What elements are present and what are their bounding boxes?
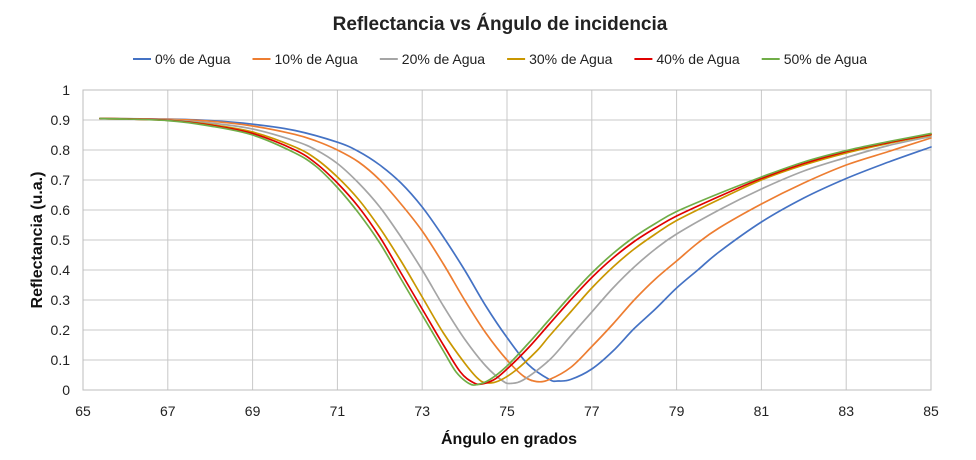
legend-label-0: 0% de Agua <box>155 51 231 67</box>
x-tick-label-9: 83 <box>838 403 854 419</box>
legend-label-5: 50% de Agua <box>784 51 868 67</box>
series-line-4 <box>99 117 932 386</box>
plot-frame <box>82 89 932 391</box>
legend: 0% de Agua 10% de Agua 20% de Agua 30% de A… <box>133 51 867 67</box>
series-line-2 <box>99 117 932 385</box>
chart-title: Reflectancia vs Ángulo de incidencia <box>333 13 668 35</box>
x-tick-label-5: 75 <box>499 403 515 419</box>
x-tick-label-3: 71 <box>330 403 346 419</box>
x-axis-ticks: 65 67 69 71 73 75 77 79 81 83 85 <box>75 403 939 419</box>
legend-label-1: 10% de Agua <box>275 51 359 67</box>
x-axis-label: Ángulo en grados <box>441 429 577 448</box>
y-tick-label-5: 0.5 <box>51 232 71 248</box>
legend-label-3: 30% de Agua <box>529 51 613 67</box>
legend-item-5: 50% de Agua <box>761 51 868 67</box>
x-tick-label-6: 77 <box>584 403 600 419</box>
y-tick-label-2: 0.2 <box>51 322 71 338</box>
legend-item-4: 40% de Agua <box>634 51 740 67</box>
series-line-0 <box>99 117 932 383</box>
series-line-3 <box>99 117 932 384</box>
grid <box>82 89 932 391</box>
x-tick-label-2: 69 <box>245 403 261 419</box>
legend-item-3: 30% de Agua <box>507 51 613 67</box>
series-line-1 <box>99 117 932 383</box>
legend-item-0: 0% de Agua <box>133 51 231 67</box>
y-tick-label-8: 0.8 <box>51 142 71 158</box>
y-axis-ticks: 0 0.1 0.2 0.3 0.4 0.5 0.6 0.7 0.8 0.9 1 <box>51 82 71 398</box>
x-tick-label-8: 81 <box>754 403 770 419</box>
x-tick-label-7: 79 <box>669 403 685 419</box>
legend-label-2: 20% de Agua <box>402 51 486 67</box>
y-axis-label: Reflectancia (u.a.) <box>29 172 46 309</box>
y-tick-label-4: 0.4 <box>51 262 71 278</box>
y-tick-label-0: 0 <box>62 382 70 398</box>
x-tick-label-1: 67 <box>160 403 176 419</box>
y-tick-label-10: 1 <box>62 82 70 98</box>
x-tick-label-10: 85 <box>923 403 939 419</box>
y-tick-label-1: 0.1 <box>51 352 71 368</box>
y-tick-label-6: 0.6 <box>51 202 71 218</box>
series-layer <box>99 117 932 386</box>
legend-label-4: 40% de Agua <box>656 51 740 67</box>
legend-item-2: 20% de Agua <box>379 51 486 67</box>
y-tick-label-7: 0.7 <box>51 172 71 188</box>
y-tick-label-9: 0.9 <box>51 112 71 128</box>
series-line-5 <box>99 117 932 386</box>
x-tick-label-4: 73 <box>414 403 430 419</box>
y-tick-label-3: 0.3 <box>51 292 71 308</box>
legend-item-1: 10% de Agua <box>252 51 359 67</box>
x-tick-label-0: 65 <box>75 403 91 419</box>
